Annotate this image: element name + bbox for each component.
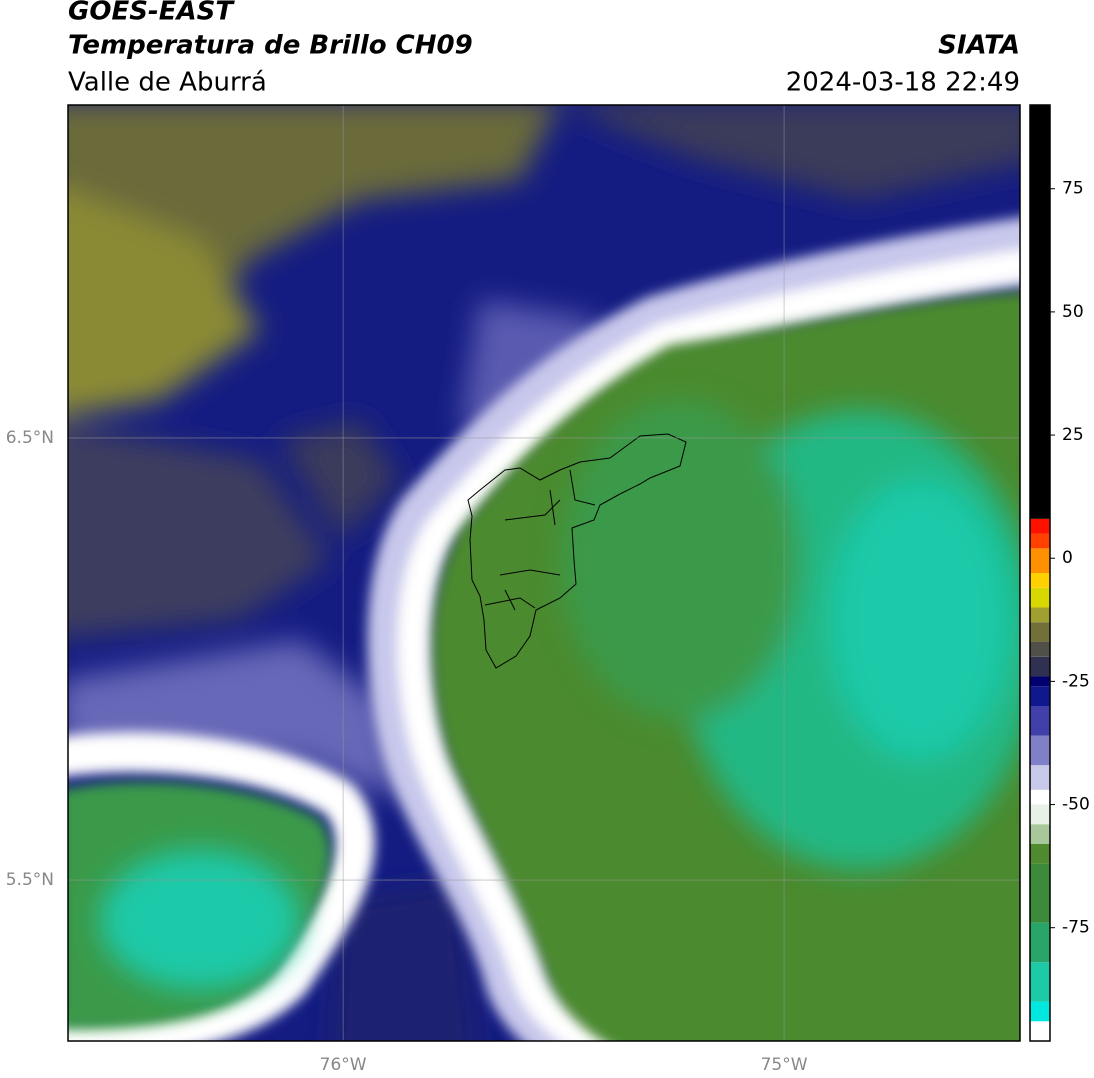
colorbar-segment	[1030, 587, 1050, 608]
region: Valle de Aburrá	[68, 68, 267, 98]
colorbar-tick-label: -50	[1062, 795, 1090, 815]
colorbar-tick-label: -75	[1062, 918, 1090, 938]
colorbar-segment	[1030, 548, 1050, 573]
map-frame	[67, 104, 1021, 1042]
colorbar-segment	[1030, 1001, 1050, 1022]
y-tick-label: 5.5°N	[6, 870, 54, 890]
source: SIATA	[938, 31, 1020, 61]
colorbar-segment	[1030, 735, 1050, 766]
y-tick-label: 6.5°N	[6, 428, 54, 448]
x-tick-label: 75°W	[761, 1055, 808, 1075]
colorbar-segment	[1030, 706, 1050, 736]
colorbar-segment	[1030, 765, 1050, 790]
colorbar-tick-label: 0	[1062, 548, 1073, 568]
colorbar-segment	[1030, 804, 1050, 825]
valley-boundary	[467, 433, 687, 669]
colorbar-segment	[1030, 641, 1050, 657]
colorbar-segment	[1030, 922, 1050, 963]
colorbar-segment	[1030, 843, 1050, 864]
colorbar-segment	[1030, 656, 1050, 677]
colorbar-segment	[1030, 789, 1050, 805]
colorbar-segment	[1030, 533, 1050, 549]
subtitle: Temperatura de Brillo CH09	[68, 31, 473, 61]
colorbar-segment	[1030, 863, 1050, 923]
title: GOES-EAST	[68, 0, 235, 27]
colorbar-segment	[1030, 824, 1050, 844]
colorbar-segment	[1030, 1021, 1050, 1041]
colorbar-segment	[1030, 686, 1050, 707]
colorbar-tick-label: -25	[1062, 671, 1090, 691]
colorbar-tick-label: 75	[1062, 179, 1084, 199]
datetime: 2024-03-18 22:49	[786, 68, 1020, 98]
colorbar-segment	[1030, 573, 1050, 588]
colorbar-segment	[1030, 607, 1050, 623]
x-tick-label: 76°W	[320, 1055, 367, 1075]
colorbar-frame	[1029, 104, 1051, 1042]
colorbar-segment	[1030, 962, 1050, 1002]
satellite-image	[68, 105, 1020, 1041]
colorbar-segment	[1030, 676, 1050, 687]
colorbar-segment	[1030, 622, 1050, 642]
colorbar-segment	[1030, 518, 1050, 534]
colorbar-segment	[1030, 105, 1050, 519]
colorbar-tick-label: 50	[1062, 302, 1084, 322]
colorbar-tick-label: 25	[1062, 425, 1084, 445]
